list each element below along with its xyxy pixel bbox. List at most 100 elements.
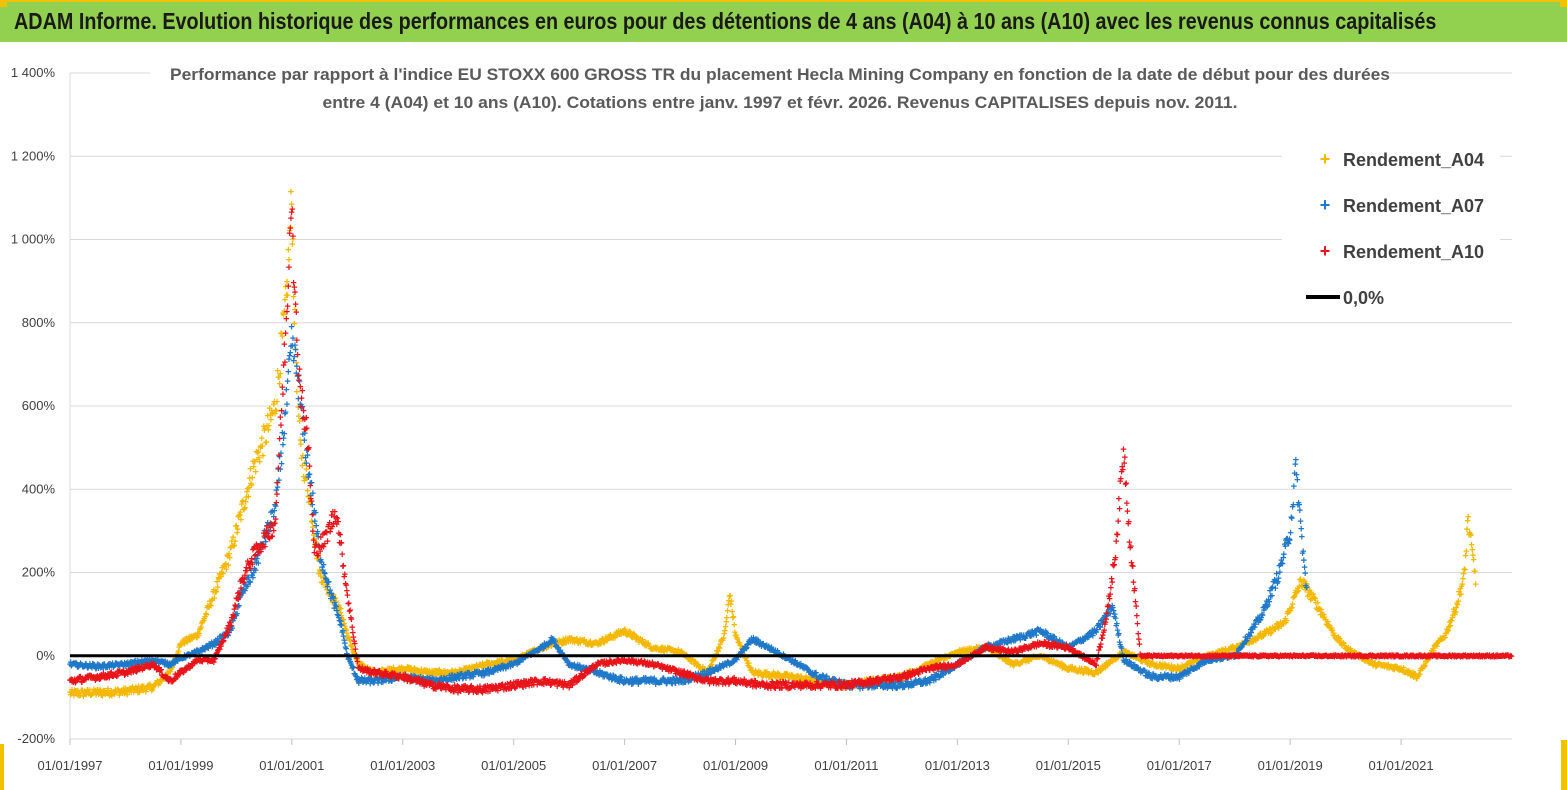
data-point: + — [151, 680, 157, 692]
data-point: + — [75, 690, 81, 702]
data-point: + — [164, 667, 170, 679]
data-point: + — [284, 290, 290, 302]
data-point: + — [318, 571, 324, 583]
data-point: + — [312, 539, 318, 551]
data-point: + — [205, 601, 211, 613]
data-point: + — [1472, 566, 1478, 578]
data-point: + — [296, 416, 302, 428]
data-point: + — [326, 588, 332, 600]
data-point: + — [249, 472, 255, 484]
data-point: + — [205, 602, 211, 614]
data-point: + — [118, 686, 124, 698]
data-point: + — [88, 690, 94, 702]
data-point: + — [299, 461, 305, 473]
data-point: + — [258, 433, 264, 445]
data-point: + — [301, 475, 307, 487]
data-point: + — [146, 679, 152, 691]
data-point: + — [91, 688, 97, 700]
data-point: + — [284, 301, 290, 313]
data-point: + — [271, 397, 277, 409]
data-point: + — [83, 689, 89, 701]
data-point: + — [178, 639, 184, 651]
data-point: + — [133, 682, 139, 694]
data-point: + — [127, 683, 133, 695]
data-point: + — [326, 588, 332, 600]
data-point: + — [283, 290, 289, 302]
data-point: + — [322, 582, 328, 594]
data-point: + — [157, 674, 163, 686]
data-point: + — [280, 308, 286, 320]
data-point: + — [151, 680, 157, 692]
data-points: ++++++++++++++++++++++++++++++++++++++++… — [67, 187, 1515, 703]
data-point: + — [159, 673, 165, 685]
data-point: + — [193, 630, 199, 642]
data-point: + — [308, 496, 314, 508]
data-point: + — [277, 369, 283, 381]
data-point: + — [221, 561, 227, 573]
data-point: + — [1472, 579, 1478, 591]
data-point: + — [1289, 513, 1295, 525]
data-point: + — [282, 357, 288, 369]
data-point: + — [125, 685, 131, 697]
data-point: + — [339, 549, 345, 561]
data-point: + — [229, 540, 235, 552]
data-point: + — [78, 686, 84, 698]
data-point: + — [89, 689, 95, 701]
data-point: + — [314, 554, 320, 566]
data-point: + — [226, 549, 232, 561]
data-point: + — [300, 451, 306, 463]
data-point: + — [143, 687, 149, 699]
data-point: + — [112, 684, 118, 696]
data-point: + — [69, 684, 75, 696]
data-point: + — [1294, 474, 1300, 486]
data-point: + — [106, 691, 112, 703]
data-point: + — [292, 304, 298, 316]
data-point: + — [248, 480, 254, 492]
data-point: + — [303, 464, 309, 476]
data-point: + — [260, 450, 266, 462]
data-point: + — [322, 576, 328, 588]
data-point: + — [263, 437, 269, 449]
data-point: + — [313, 537, 319, 549]
data-point: + — [305, 491, 311, 503]
data-point: + — [276, 450, 282, 462]
data-point: + — [208, 601, 214, 613]
data-point: + — [220, 561, 226, 573]
data-point: + — [172, 653, 178, 665]
data-point: + — [123, 683, 129, 695]
data-point: + — [206, 602, 212, 614]
data-point: + — [225, 560, 231, 572]
data-point: + — [87, 690, 93, 702]
data-point: + — [69, 687, 75, 699]
data-point: + — [1287, 528, 1293, 540]
data-point: + — [264, 421, 270, 433]
data-point: + — [325, 589, 331, 601]
data-point: + — [108, 686, 114, 698]
data-point: + — [318, 578, 324, 590]
data-point: + — [312, 541, 318, 553]
data-point: + — [77, 690, 83, 702]
data-point: + — [299, 385, 305, 397]
data-point: + — [110, 688, 116, 700]
data-point: + — [197, 623, 203, 635]
data-point: + — [132, 683, 138, 695]
data-point: + — [83, 689, 89, 701]
data-point: + — [68, 687, 74, 699]
data-point: + — [276, 378, 282, 390]
data-point: + — [242, 497, 248, 509]
data-point: + — [242, 503, 248, 515]
data-point: + — [278, 328, 284, 340]
data-point: + — [87, 685, 93, 697]
data-point: + — [200, 616, 206, 628]
data-point: + — [293, 307, 299, 319]
data-point: + — [201, 613, 207, 625]
data-point: + — [289, 204, 295, 216]
data-point: + — [230, 532, 236, 544]
data-point: + — [147, 682, 153, 694]
data-point: + — [149, 684, 155, 696]
data-point: + — [198, 622, 204, 634]
data-point: + — [185, 636, 191, 648]
data-point: + — [254, 455, 260, 467]
data-point: + — [152, 679, 158, 691]
